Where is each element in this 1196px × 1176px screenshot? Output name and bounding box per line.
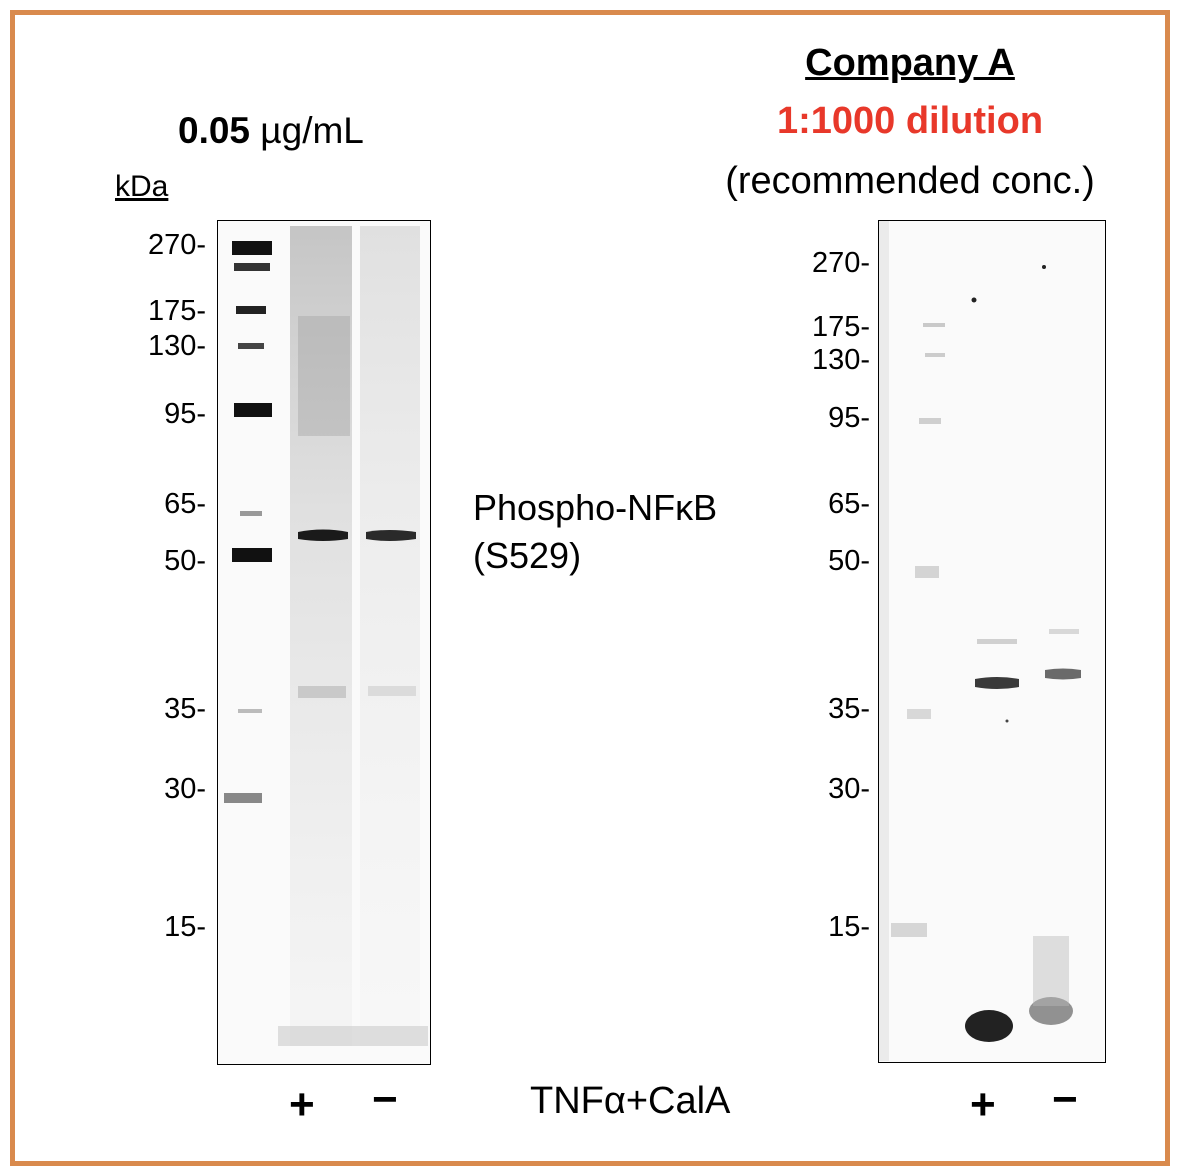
left-marker-95: 95- [164, 398, 206, 430]
right-marker-30: 30- [828, 773, 870, 805]
right-blot-image [878, 220, 1106, 1063]
left-marker-30: 30- [164, 773, 206, 805]
right-marker-35: 35- [828, 693, 870, 725]
target-site: (S529) [473, 535, 582, 576]
target-name: Phospho-NFκB [473, 487, 718, 528]
left-lane-plus: + [289, 1080, 315, 1129]
right-marker-175: 175- [811, 311, 870, 343]
right-lane-plus: + [970, 1080, 996, 1129]
left-marker-175: 175- [147, 295, 206, 327]
left-marker-270: 270- [147, 229, 206, 261]
left-lane-minus: − [372, 1075, 398, 1124]
right-marker-65: 65- [828, 488, 870, 520]
left-blot-image [217, 220, 431, 1065]
right-marker-270: 270- [811, 247, 870, 279]
right-marker-130: 130- [811, 344, 870, 376]
right-marker-95: 95- [828, 402, 870, 434]
figure-frame [10, 10, 1170, 1166]
left-marker-15: 15- [164, 911, 206, 943]
left-marker-65: 65- [164, 488, 206, 520]
left-marker-50: 50- [164, 545, 206, 577]
company-title: Company A [805, 42, 1015, 84]
right-marker-15: 15- [828, 911, 870, 943]
left-marker-35: 35- [164, 693, 206, 725]
left-marker-130: 130- [147, 330, 206, 362]
right-marker-50: 50- [828, 545, 870, 577]
dilution-label: 1:1000 dilution [776, 100, 1044, 142]
concentration-label: 0.05 µg/mL [178, 110, 364, 151]
right-lane-minus: − [1052, 1075, 1078, 1124]
kda-label: kDa [115, 170, 169, 203]
treatment-label: TNFα+CalA [530, 1080, 731, 1122]
recommended-note: (recommended conc.) [725, 160, 1095, 202]
target-protein-label: Phospho-NFκB (S529) [473, 484, 717, 580]
